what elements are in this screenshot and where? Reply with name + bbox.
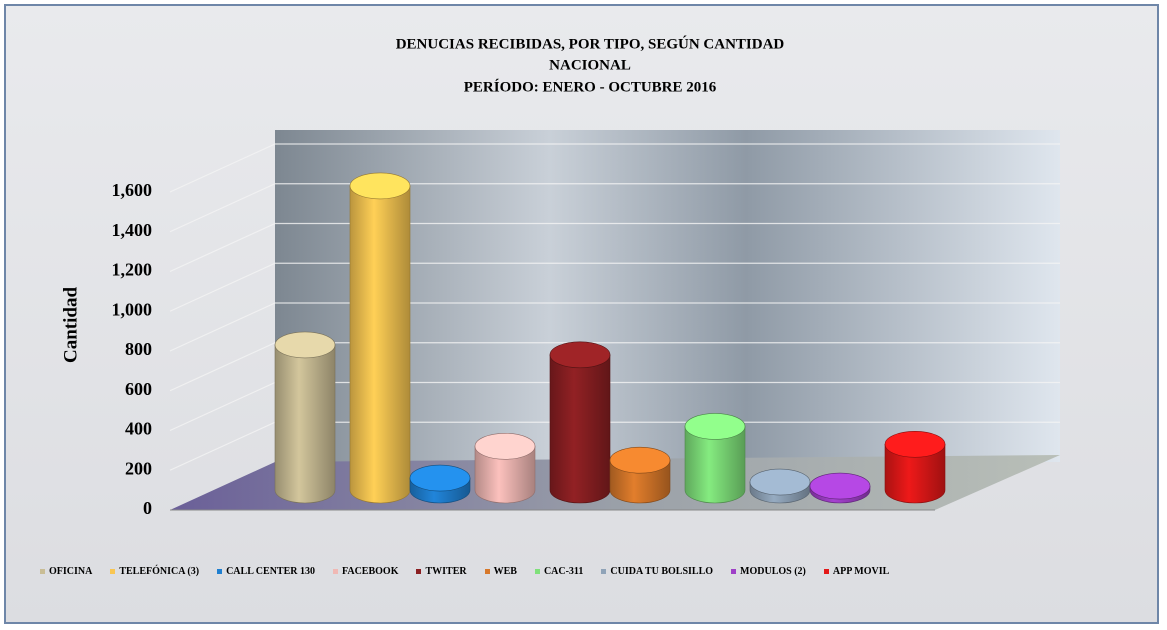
legend-label: APP MOVIL xyxy=(833,566,889,577)
y-tick-label: 1,200 xyxy=(112,260,153,280)
legend-item: WEB xyxy=(485,566,517,577)
cylinder xyxy=(275,345,335,503)
y-tick-label: 400 xyxy=(125,419,152,439)
legend-swatch xyxy=(824,569,829,574)
legend-label: WEB xyxy=(494,566,517,577)
legend: OFICINA TELEFÓNICA (3) CALL CENTER 130 FACE… xyxy=(40,566,1040,577)
legend-item: APP MOVIL xyxy=(824,566,889,577)
cylinder-top xyxy=(475,433,535,459)
cylinder xyxy=(550,355,610,503)
cylinder-top xyxy=(685,413,745,439)
legend-swatch xyxy=(485,569,490,574)
y-axis-label: Cantidad xyxy=(60,287,81,363)
cylinder-top xyxy=(410,465,470,491)
legend-swatch xyxy=(416,569,421,574)
chart: DENUCIAS RECIBIDAS, POR TIPO, SEGÚN CANT… xyxy=(0,0,1167,630)
y-tick-label: 600 xyxy=(125,379,152,399)
legend-item: CUIDA TU BOLSILLO xyxy=(601,566,713,577)
legend-label: FACEBOOK xyxy=(342,566,398,577)
chart-title: PERÍODO: ENERO - OCTUBRE 2016 xyxy=(464,78,717,95)
legend-label: TELEFÓNICA (3) xyxy=(119,566,199,577)
legend-item: FACEBOOK xyxy=(333,566,398,577)
legend-item: CAC-311 xyxy=(535,566,583,577)
legend-label: TWITER xyxy=(425,566,466,577)
legend-label: MODULOS (2) xyxy=(740,566,806,577)
cylinder-top xyxy=(610,447,670,473)
cylinder-top xyxy=(885,431,945,457)
legend-item: TWITER xyxy=(416,566,466,577)
legend-item: CALL CENTER 130 xyxy=(217,566,315,577)
legend-item: MODULOS (2) xyxy=(731,566,806,577)
y-tick-label: 1,400 xyxy=(112,220,153,240)
legend-item: TELEFÓNICA (3) xyxy=(110,566,199,577)
legend-swatch xyxy=(731,569,736,574)
y-tick-label: 800 xyxy=(125,339,152,359)
legend-swatch xyxy=(40,569,45,574)
legend-label: CUIDA TU BOLSILLO xyxy=(610,566,713,577)
legend-item: OFICINA xyxy=(40,566,92,577)
cylinder-top xyxy=(550,342,610,368)
cylinder-top xyxy=(750,469,810,495)
legend-swatch xyxy=(110,569,115,574)
legend-label: CALL CENTER 130 xyxy=(226,566,315,577)
legend-swatch xyxy=(217,569,222,574)
legend-label: CAC-311 xyxy=(544,566,583,577)
y-tick-label: 200 xyxy=(125,458,152,478)
y-tick-label: 1,600 xyxy=(112,180,153,200)
chart-title: NACIONAL xyxy=(549,57,631,73)
cylinder-top xyxy=(275,332,335,358)
legend-swatch xyxy=(333,569,338,574)
cylinder-top xyxy=(350,173,410,199)
legend-label: OFICINA xyxy=(49,566,92,577)
y-tick-label: 0 xyxy=(143,498,152,518)
chart-title: DENUCIAS RECIBIDAS, POR TIPO, SEGÚN CANT… xyxy=(396,35,785,52)
legend-swatch xyxy=(601,569,606,574)
page: DENUCIAS RECIBIDAS, POR TIPO, SEGÚN CANT… xyxy=(0,0,1167,630)
y-tick-label: 1,000 xyxy=(112,299,153,319)
legend-swatch xyxy=(535,569,540,574)
cylinder-top xyxy=(810,473,870,499)
cylinder xyxy=(350,186,410,503)
